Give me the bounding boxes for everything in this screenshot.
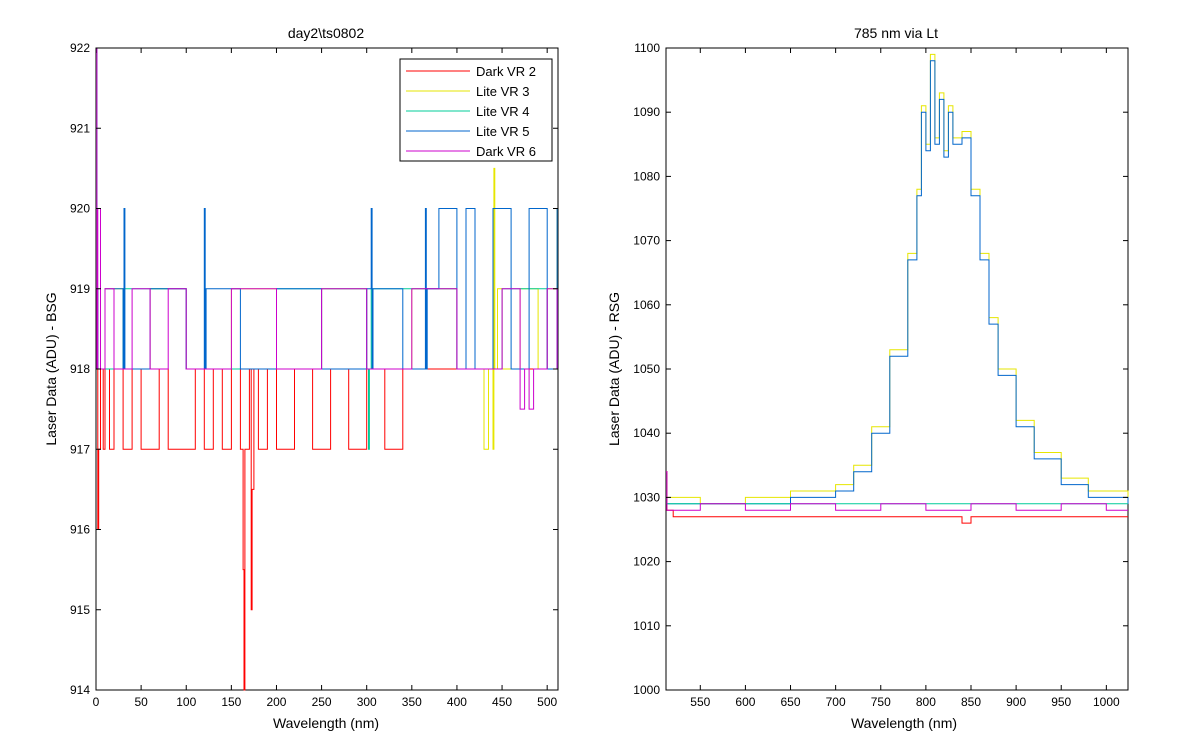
- right-series-line-5: [666, 471, 1128, 511]
- right-y-tick-label: 1000: [633, 683, 660, 697]
- chart-right-xlabel: Wavelength (nm): [851, 715, 957, 731]
- chart-left-ticks: 0 50 100 150 200 250 300 350 400 450 500 914 915 916 9…: [70, 41, 558, 709]
- left-y-tick-label: 916: [70, 523, 90, 537]
- left-y-tick-label: 919: [70, 282, 90, 296]
- left-x-tick-label: 100: [176, 695, 196, 709]
- chart-left-title: day2\ts0802: [288, 25, 364, 41]
- legend-box: [399, 58, 553, 162]
- left-x-tick-label: 400: [447, 695, 467, 709]
- right-y-tick-label: 1040: [633, 426, 660, 440]
- chart-left-series-group: [96, 47, 558, 691]
- right-y-tick-label: 1060: [633, 298, 660, 312]
- legend-label-4: Lite VR 5: [476, 124, 529, 139]
- right-y-tick-label: 1050: [633, 362, 660, 376]
- chart-right: 785 nm via Lt Wavelength (nm) Laser Data…: [606, 25, 1129, 731]
- left-y-tick-label: 920: [70, 202, 90, 216]
- chart-right-series-group: [666, 53, 1129, 524]
- left-x-tick-label: 0: [93, 695, 100, 709]
- right-x-tick-label: 950: [1051, 695, 1071, 709]
- right-y-tick-label: 1100: [634, 41, 660, 55]
- right-x-tick-label: 550: [690, 695, 710, 709]
- right-x-tick-label: 900: [1006, 695, 1026, 709]
- chart-left-ylabel: Laser Data (ADU) - BSG: [43, 292, 59, 445]
- right-x-tick-label: 1000: [1093, 695, 1120, 709]
- left-y-tick-label: 917: [70, 442, 90, 456]
- chart-left-xlabel: Wavelength (nm): [273, 715, 379, 731]
- right-x-tick-label: 650: [781, 695, 801, 709]
- legend-label-2: Lite VR 3: [476, 84, 529, 99]
- left-x-tick-label: 500: [537, 695, 557, 709]
- right-x-tick-label: 750: [871, 695, 891, 709]
- right-y-tick-label: 1090: [633, 105, 660, 119]
- left-x-tick-label: 150: [221, 695, 241, 709]
- chart-left-legend: Dark VR 2 Lite VR 3 Lite VR 4 Lite VR 5 Dark…: [399, 58, 553, 162]
- left-x-tick-label: 450: [492, 695, 512, 709]
- right-y-tick-label: 1010: [633, 619, 660, 633]
- chart-right-ticks: 550 600 650 700 750 800 850 900 950 1000 1000 1010 1…: [633, 41, 1128, 709]
- left-x-tick-label: 50: [134, 695, 148, 709]
- right-y-tick-label: 1030: [633, 490, 660, 504]
- left-y-tick-label: 915: [70, 603, 90, 617]
- left-y-tick-label: 922: [70, 41, 90, 55]
- right-y-tick-label: 1070: [633, 234, 660, 248]
- right-x-tick-label: 700: [826, 695, 846, 709]
- legend-label-5: Dark VR 6: [476, 144, 536, 159]
- left-y-tick-label: 921: [70, 121, 90, 135]
- left-x-tick-label: 300: [357, 695, 377, 709]
- left-series-line-1: [96, 47, 558, 691]
- left-series-line-4: [96, 47, 558, 370]
- legend-label-3: Lite VR 4: [476, 104, 529, 119]
- left-y-tick-label: 918: [70, 362, 90, 376]
- right-x-tick-label: 600: [735, 695, 755, 709]
- chart-right-plot-area: [665, 47, 1129, 691]
- right-y-tick-label: 1080: [633, 169, 660, 183]
- chart-left: day2\ts0802 Wavelength (nm) Laser Data (…: [43, 25, 559, 731]
- left-y-tick-label: 914: [70, 683, 90, 697]
- chart-right-title: 785 nm via Lt: [854, 25, 938, 41]
- legend-label-1: Dark VR 2: [476, 64, 536, 79]
- right-x-tick-label: 800: [916, 695, 936, 709]
- right-y-tick-label: 1020: [633, 555, 660, 569]
- left-x-tick-label: 200: [266, 695, 286, 709]
- right-series-line-2: [666, 60, 1129, 505]
- left-x-tick-label: 350: [402, 695, 422, 709]
- chart-right-ylabel: Laser Data (ADU) - RSG: [606, 292, 622, 446]
- right-x-tick-label: 850: [961, 695, 981, 709]
- left-series-line-5: [96, 47, 558, 410]
- left-x-tick-label: 250: [312, 695, 332, 709]
